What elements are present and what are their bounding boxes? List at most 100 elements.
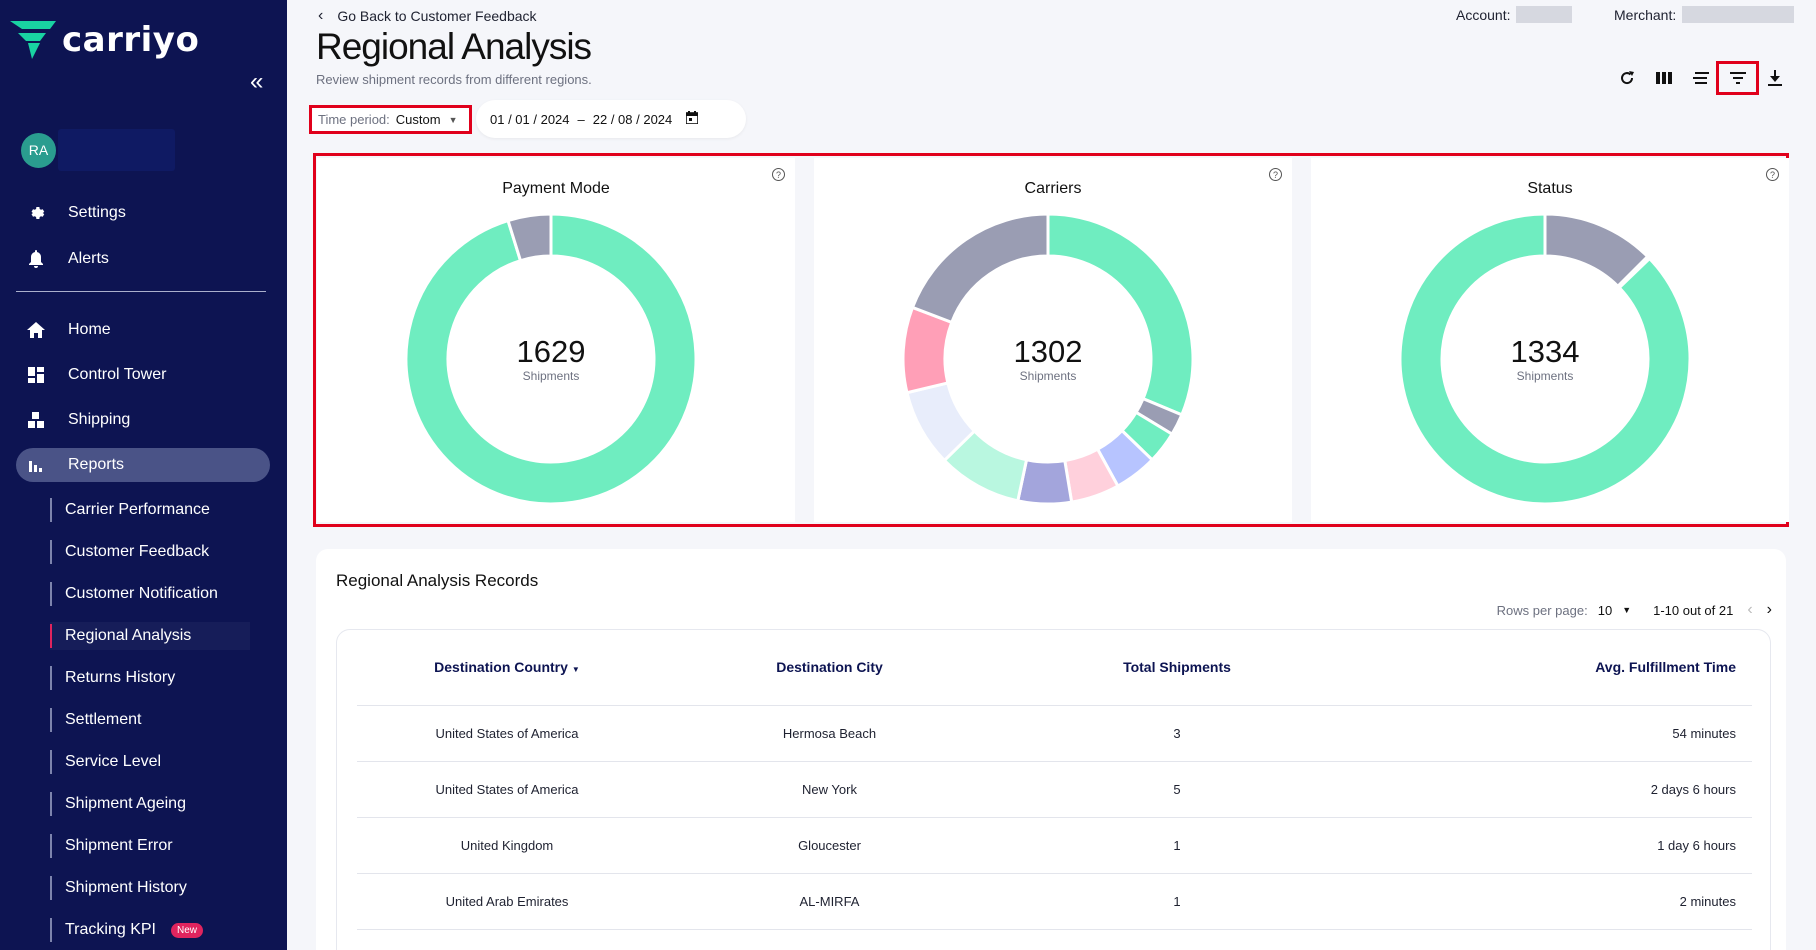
cell-city: AL-MIRFA	[657, 873, 1002, 930]
bell-icon	[26, 249, 46, 269]
table-row[interactable]: United States of America Hermosa Beach 3…	[357, 705, 1752, 762]
back-link[interactable]: ‹ Go Back to Customer Feedback	[318, 7, 537, 25]
help-icon[interactable]: ?	[1269, 168, 1282, 181]
sidebar-item-home[interactable]: Home	[16, 313, 270, 347]
sidebar-subitem-label: Shipment Ageing	[65, 795, 186, 812]
columns-button[interactable]	[1645, 66, 1682, 90]
donut-slice[interactable]	[406, 214, 696, 504]
help-icon[interactable]: ?	[1766, 168, 1779, 181]
cell-avg-time: 54 minutes	[1352, 705, 1752, 762]
col-total-shipments[interactable]: Total Shipments	[1002, 630, 1352, 706]
sidebar-item-label: Shipping	[68, 411, 131, 428]
sidebar-item-label: Control Tower	[68, 366, 167, 383]
table-header-row: Destination Country ▼ Destination City To…	[357, 630, 1752, 706]
user-profile[interactable]: RA	[21, 129, 175, 171]
sidebar-item-label: Home	[68, 321, 111, 338]
sidebar-subitem-label: Regional Analysis	[65, 627, 192, 644]
sidebar-subitem-shipment-history[interactable]: Shipment History	[50, 874, 187, 902]
cell-avg-time: 2 days 6 hours	[1352, 761, 1752, 818]
sidebar-subitem-label: Customer Notification	[65, 585, 218, 602]
sidebar-item-settings[interactable]: Settings	[16, 196, 270, 230]
collapse-sidebar-icon[interactable]: «	[250, 68, 264, 95]
sidebar-subitem-customer-feedback[interactable]: Customer Feedback	[50, 538, 209, 566]
cell-total: 5	[1002, 761, 1352, 818]
donut-chart	[406, 214, 696, 504]
sidebar-subitem-shipment-error[interactable]: Shipment Error	[50, 832, 173, 860]
merchant-selector[interactable]: Merchant:	[1614, 6, 1795, 23]
refresh-button[interactable]	[1608, 66, 1645, 90]
sidebar-subitem-carrier-performance[interactable]: Carrier Performance	[50, 496, 210, 524]
column-label: Destination Country	[434, 659, 568, 676]
cell-city: Hermosa Beach	[657, 705, 1002, 762]
table-row[interactable]: United Kingdom Gloucester 1 1 day 6 hour…	[357, 817, 1752, 874]
end-date[interactable]: 22 / 08 / 2024	[592, 111, 673, 127]
rows-per-page-select[interactable]: 10	[1597, 602, 1613, 618]
sidebar-subitem-tracking-kpi[interactable]: Tracking KPI New	[50, 916, 204, 944]
sidebar-subitem-customer-notification[interactable]: Customer Notification	[50, 580, 218, 608]
donut-chart	[903, 214, 1193, 504]
chart-card-status: Status ? 1334 Shipments	[1311, 158, 1789, 522]
boxes-icon	[26, 410, 46, 430]
donut-slice[interactable]	[506, 214, 553, 263]
account-selector[interactable]: Account:	[1456, 6, 1573, 23]
sidebar-subitem-shipment-ageing[interactable]: Shipment Ageing	[50, 790, 186, 818]
chart-title: Status	[1527, 180, 1573, 197]
col-destination-city[interactable]: Destination City	[657, 630, 1002, 706]
col-avg-fulfillment-time[interactable]: Avg. Fulfillment Time	[1352, 630, 1752, 706]
table-row[interactable]: United Arab Emirates AL-MIRFA 1 2 minute…	[357, 873, 1752, 930]
sidebar-subitem-settlement[interactable]: Settlement	[50, 706, 141, 734]
dashboard-icon	[26, 365, 46, 385]
download-button[interactable]	[1756, 66, 1793, 90]
sidebar-item-reports[interactable]: Reports	[16, 448, 270, 482]
caret-down-icon: ▼	[448, 114, 458, 125]
merchant-label: Merchant:	[1614, 6, 1677, 23]
column-label: Destination City	[776, 659, 883, 676]
date-range-picker[interactable]: 01 / 01 / 2024 – 22 / 08 / 2024	[476, 100, 746, 138]
sidebar-item-label: Alerts	[68, 250, 109, 267]
sort-caret-icon: ▼	[571, 665, 580, 675]
sidebar-item-shipping[interactable]: Shipping	[16, 403, 270, 437]
records-table: Destination Country ▼ Destination City To…	[357, 630, 1752, 930]
records-card: Regional Analysis Records Rows per page:…	[316, 549, 1786, 950]
sidebar-subitem-label: Returns History	[65, 669, 176, 686]
sidebar-subitem-label: Shipment History	[65, 879, 187, 896]
cell-city: Gloucester	[657, 817, 1002, 874]
donut-slice[interactable]	[1046, 214, 1193, 417]
carriyo-logo-icon	[10, 21, 56, 59]
help-icon[interactable]: ?	[772, 168, 785, 181]
sidebar-item-alerts[interactable]: Alerts	[16, 242, 270, 276]
home-icon	[26, 320, 46, 340]
chevron-left-icon: ‹	[318, 7, 324, 24]
sidebar-subitem-returns-history[interactable]: Returns History	[50, 664, 175, 692]
filter-button[interactable]	[1716, 61, 1759, 95]
sidebar-subitem-regional-analysis[interactable]: Regional Analysis	[50, 622, 250, 650]
rows-per-page-label: Rows per page:	[1496, 602, 1588, 618]
donut-slice[interactable]	[1400, 214, 1690, 504]
start-date[interactable]: 01 / 01 / 2024	[490, 111, 570, 127]
prev-page-icon[interactable]: ‹	[1747, 601, 1753, 618]
new-badge: New	[171, 922, 204, 938]
sidebar-item-control-tower[interactable]: Control Tower	[16, 358, 270, 392]
time-period-select[interactable]: Time period: Custom ▼	[309, 105, 472, 134]
caret-down-icon[interactable]: ▼	[1622, 605, 1632, 615]
table-row[interactable]: United States of America New York 5 2 da…	[357, 761, 1752, 818]
avatar: RA	[21, 132, 56, 168]
donut-slice[interactable]	[910, 214, 1050, 325]
cell-country: United States of America	[357, 705, 657, 762]
refresh-icon	[1620, 71, 1634, 85]
calendar-icon[interactable]	[685, 111, 700, 127]
chart-title: Payment Mode	[502, 180, 610, 197]
logo-text: carriyo	[62, 20, 200, 60]
cell-avg-time: 2 minutes	[1352, 873, 1752, 930]
sidebar-item-label: Settings	[68, 204, 126, 221]
download-icon	[1767, 70, 1782, 86]
density-button[interactable]	[1682, 66, 1719, 90]
sidebar-subitem-service-level[interactable]: Service Level	[50, 748, 161, 776]
cell-country: United Arab Emirates	[357, 873, 657, 930]
account-label: Account:	[1456, 6, 1511, 23]
next-page-icon[interactable]: ›	[1766, 601, 1772, 618]
time-period-value: Custom	[395, 112, 441, 127]
carriyo-logo[interactable]: carriyo	[10, 20, 199, 60]
col-destination-country[interactable]: Destination Country ▼	[357, 630, 657, 706]
time-period-label: Time period:	[318, 112, 390, 127]
